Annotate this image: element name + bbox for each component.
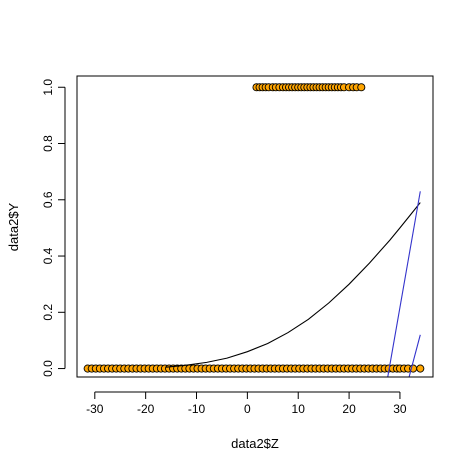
y-tick-label-3: 0.6 bbox=[41, 191, 55, 208]
fitted-line-2 bbox=[408, 334, 421, 378]
point-y1-32 bbox=[357, 83, 366, 92]
y-tick-label-0: 0.0 bbox=[41, 360, 55, 377]
x-axis: -30 -20 -10 0 10 20 30 bbox=[86, 391, 407, 416]
fitted-curve bbox=[165, 202, 421, 368]
y-tick-label-1: 0.2 bbox=[41, 304, 55, 321]
point-y0-81 bbox=[416, 364, 425, 373]
fitted-line-1 bbox=[387, 191, 421, 378]
y-axis: 0.0 0.2 0.4 0.6 0.8 1.0 bbox=[41, 79, 66, 377]
x-axis-label: data2$Z bbox=[231, 436, 279, 451]
x-tick-label-0: -30 bbox=[86, 402, 104, 416]
plot-layer bbox=[83, 83, 425, 378]
x-tick-label-6: 30 bbox=[393, 402, 407, 416]
x-tick-label-3: 0 bbox=[244, 402, 251, 416]
x-tick-label-4: 10 bbox=[292, 402, 306, 416]
y-tick-label-2: 0.4 bbox=[41, 247, 55, 264]
x-tick-label-5: 20 bbox=[342, 402, 356, 416]
x-tick-label-1: -20 bbox=[137, 402, 155, 416]
plot-frame bbox=[76, 75, 434, 378]
y-tick-label-5: 1.0 bbox=[41, 79, 55, 96]
x-tick-label-2: -10 bbox=[188, 402, 206, 416]
y-axis-label: data2$Y bbox=[6, 202, 21, 251]
y-tick-label-4: 0.8 bbox=[41, 135, 55, 152]
